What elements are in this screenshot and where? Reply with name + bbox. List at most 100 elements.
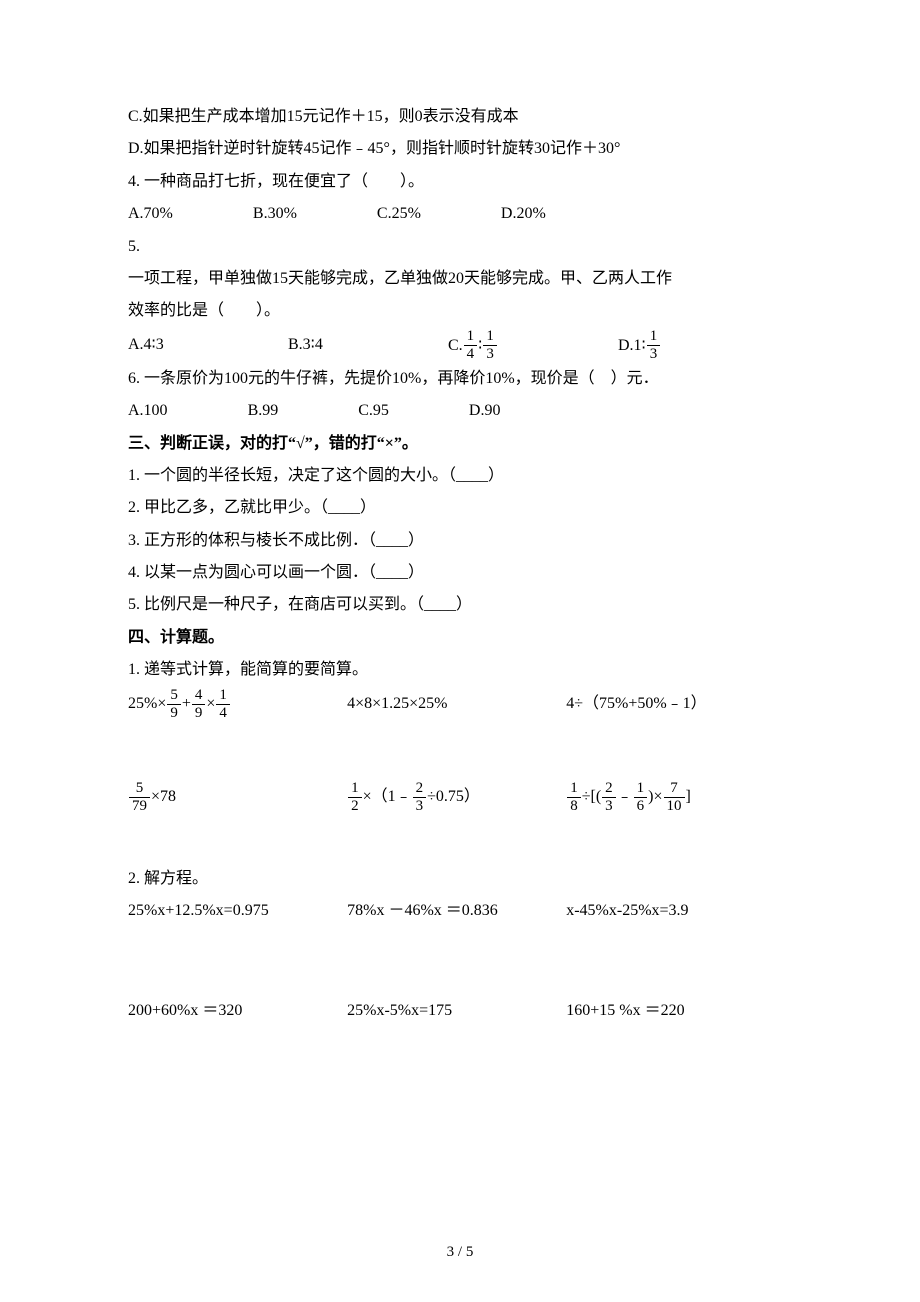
q6-stem: 6. 一条原价为100元的牛仔裤，先提价10%，再降价10%，现价是（ ）元． [128,364,792,394]
c1f-mid1: ÷[( [582,788,601,805]
frac-num: 1 [348,781,362,798]
q5-opt-c: C. 14 ∶ 13 [448,329,618,362]
c1-frac2: 49 [192,688,206,721]
frac-den: 3 [602,798,616,814]
calc1-row1: 25%×59+49×14 4×8×1.25×25% 4÷（75%+50%﹣1） [128,688,792,721]
q5-opt-d: D.1∶ 13 [618,329,661,362]
q4-opt-b: B.30% [253,199,297,229]
c1-frac1: 59 [167,688,181,721]
c1-frac10: 710 [664,781,685,814]
frac-num: 1 [216,688,230,705]
q4-opt-a: A.70% [128,199,173,229]
c2r2-c: 160+15 %x ＝220 [566,996,785,1026]
judge-4: 4. 以某一点为圆心可以画一个圆．（____） [128,558,792,588]
c1-frac9: 16 [634,781,648,814]
c1f-mid2: ﹣ [617,788,633,805]
frac-den: 9 [192,705,206,721]
calc1-e: 12×（1﹣23÷0.75） [347,781,566,814]
calc2-row2: 200+60%x ＝320 25%x-5%x=175 160+15 %x ＝22… [128,996,792,1026]
frac-den: 10 [664,798,685,814]
frac-den: 2 [348,798,362,814]
judge-1: 1. 一个圆的半径长短，决定了这个圆的大小。（____） [128,461,792,491]
frac-num: 2 [602,781,616,798]
q5-frac1: 14 [464,329,478,362]
c1-frac5: 12 [348,781,362,814]
frac-den: 8 [567,798,581,814]
q5-opt-b: B.3∶4 [288,330,448,360]
calc1-b: 4×8×1.25×25% [347,689,566,719]
frac-num: 5 [167,688,181,705]
calc1-d: 579×78 [128,781,347,814]
frac-num: 1 [647,329,661,346]
calc1-title: 1. 递等式计算，能简算的要简算。 [128,655,792,685]
section3-title: 三、判断正误，对的打“√”，错的打“×”。 [128,429,792,459]
c2r2-b: 25%x-5%x=175 [347,996,566,1026]
c1-frac8: 23 [602,781,616,814]
frac-num: 1 [483,329,497,346]
c1a-mid: + [182,695,191,712]
q5-opt-a: A.4∶3 [128,330,288,360]
frac-den: 6 [634,798,648,814]
frac-num: 7 [664,781,685,798]
c1-frac3: 14 [216,688,230,721]
q5-d-pre: D.1∶ [618,331,646,361]
q-option-c: C.如果把生产成本增加15元记作＋15，则0表示没有成本 [128,102,792,132]
calc1-f: 18÷[(23﹣16)×710] [566,781,785,814]
q6-opt-c: C.95 [358,396,389,426]
frac-num: 1 [567,781,581,798]
frac-num: 5 [129,781,150,798]
c1e-mid2: ÷0.75） [427,788,480,805]
page: C.如果把生产成本增加15元记作＋15，则0表示没有成本 D.如果把指针逆时针旋… [0,0,920,1302]
calc2-row1: 25%x+12.5%x=0.975 78%x －46%x ＝0.836 x-45… [128,896,792,926]
section4-title: 四、计算题。 [128,623,792,653]
frac-den: 3 [483,346,497,362]
q6-opt-a: A.100 [128,396,168,426]
q4-options: A.70% B.30% C.25% D.20% [128,199,792,229]
q5-num: 5. [128,232,792,262]
q6-opt-b: B.99 [248,396,279,426]
frac-num: 1 [464,329,478,346]
calc2-title: 2. 解方程。 [128,864,792,894]
q6-opt-d: D.90 [469,396,501,426]
c2r1-a: 25%x+12.5%x=0.975 [128,896,347,926]
q5-frac2: 13 [483,329,497,362]
c1d-suf: ×78 [151,788,176,805]
frac-num: 1 [634,781,648,798]
q5-stem-b: 效率的比是（ ）。 [128,296,792,326]
q4-opt-d: D.20% [501,199,546,229]
page-footer: 3 / 5 [0,1238,920,1267]
c1-frac7: 18 [567,781,581,814]
calc1-c: 4÷（75%+50%﹣1） [566,689,785,719]
frac-den: 79 [129,798,150,814]
q4-opt-c: C.25% [377,199,421,229]
frac-den: 4 [464,346,478,362]
c1a-suf: × [206,695,215,712]
c2r2-a: 200+60%x ＝320 [128,996,347,1026]
q-option-d: D.如果把指针逆时针旋转45记作﹣45°，则指针顺时针旋转30记作＋30° [128,134,792,164]
calc1-a: 25%×59+49×14 [128,688,347,721]
q5-stem-a: 一项工程，甲单独做15天能够完成，乙单独做20天能够完成。甲、乙两人工作 [128,264,792,294]
q5-c-mid: ∶ [478,331,482,361]
frac-den: 4 [216,705,230,721]
frac-den: 3 [647,346,661,362]
c1e-mid1: ×（1﹣ [363,788,412,805]
c1f-mid3: )× [648,788,662,805]
c2r1-c: x-45%x-25%x=3.9 [566,896,785,926]
frac-num: 2 [413,781,427,798]
frac-den: 3 [413,798,427,814]
q5-c-pre: C. [448,331,463,361]
c1f-mid4: ] [686,788,691,805]
q5-options: A.4∶3 B.3∶4 C. 14 ∶ 13 D.1∶ 13 [128,329,792,362]
c2r1-b: 78%x －46%x ＝0.836 [347,896,566,926]
q5-frac3: 13 [647,329,661,362]
calc1-row2: 579×78 12×（1﹣23÷0.75） 18÷[(23﹣16)×710] [128,781,792,814]
frac-num: 4 [192,688,206,705]
q6-options: A.100 B.99 C.95 D.90 [128,396,792,426]
frac-den: 9 [167,705,181,721]
judge-5: 5. 比例尺是一种尺子，在商店可以买到。（____） [128,590,792,620]
c1-frac4: 579 [129,781,150,814]
c1-frac6: 23 [413,781,427,814]
judge-3: 3. 正方形的体积与棱长不成比例．（____） [128,526,792,556]
q4-stem: 4. 一种商品打七折，现在便宜了（ ）。 [128,167,792,197]
judge-2: 2. 甲比乙多，乙就比甲少。（____） [128,493,792,523]
